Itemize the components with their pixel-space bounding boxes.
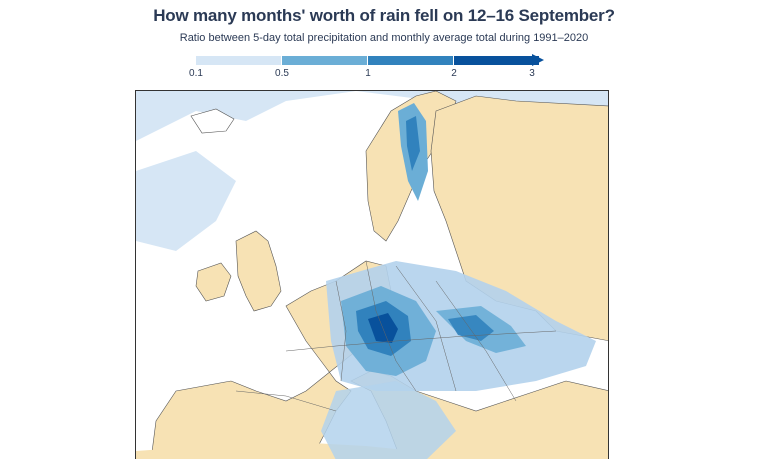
color-legend: 0.1 0.5 1 2 3 (189, 54, 548, 82)
page-subtitle: Ratio between 5-day total precipitation … (179, 32, 589, 44)
land-ireland (195, 262, 232, 302)
legend-tick-2: 1 (365, 68, 371, 79)
legend-band-3 (454, 56, 540, 65)
legend-tick-4: 3 (529, 68, 535, 79)
legend-band-1 (282, 56, 368, 65)
rain-zone-baltic-core (406, 116, 420, 171)
legend-tick-1: 0.5 (275, 68, 289, 79)
legend-band-2 (368, 56, 454, 65)
country-borders (235, 260, 557, 412)
land-iceland (190, 108, 235, 134)
legend-tick-0: 0.1 (189, 68, 203, 79)
page-title: How many months' worth of rain fell on 1… (153, 6, 615, 25)
legend-tick-3: 2 (451, 68, 457, 79)
land-britain (235, 230, 282, 312)
map-canvas (136, 91, 608, 459)
rain-zone-heavy-east (448, 315, 494, 341)
legend-color-bar (196, 56, 540, 65)
legend-band-0 (196, 56, 282, 65)
europe-map[interactable] (135, 90, 609, 459)
rain-zone-adriatic (321, 381, 456, 459)
legend-arrow-icon (532, 54, 544, 66)
